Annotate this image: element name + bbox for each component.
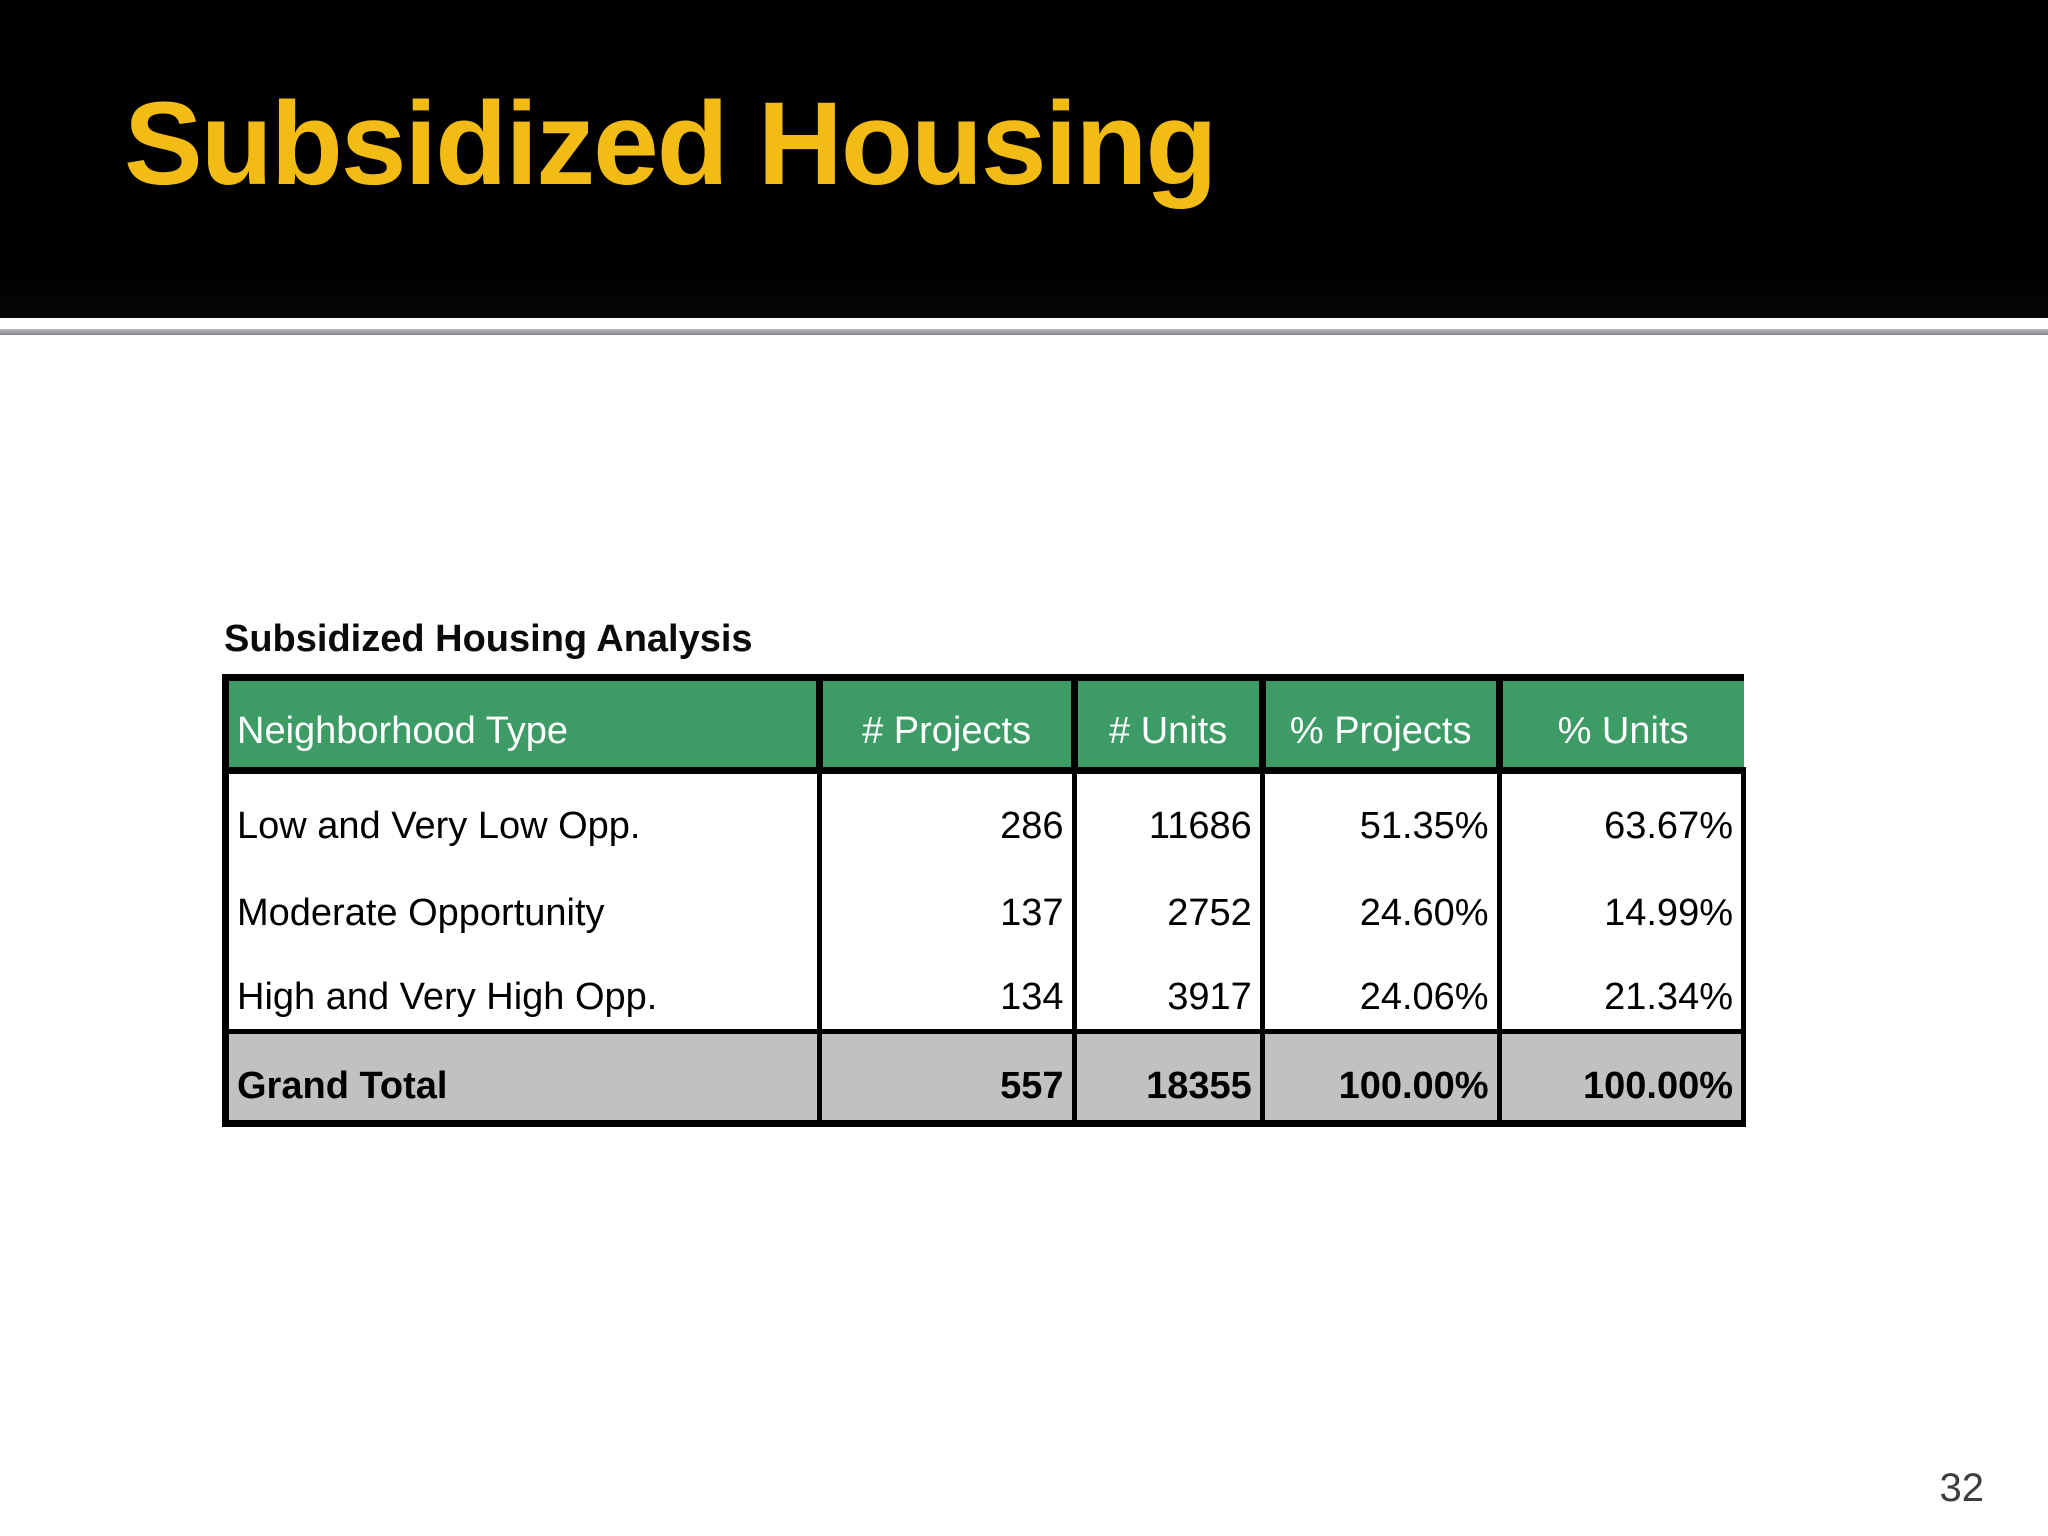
slide-title: Subsidized Housing	[124, 78, 1218, 210]
cell-num-units: 3917	[1071, 944, 1265, 1032]
cell-pct-units: 63.67%	[1496, 770, 1747, 858]
cell-num-projects: 286	[816, 770, 1077, 858]
cell-total-num-projects: 557	[816, 1029, 1077, 1127]
slide-title-banner: Subsidized Housing	[0, 0, 2048, 318]
cell-num-projects: 137	[816, 857, 1077, 945]
header-row: Neighborhood Type # Projects # Units % P…	[222, 674, 1744, 774]
col-header-pct-projects: % Projects	[1258, 674, 1503, 774]
cell-pct-units: 14.99%	[1496, 857, 1747, 945]
col-header-num-projects: # Projects	[815, 674, 1078, 774]
cell-total-pct-units: 100.00%	[1496, 1029, 1747, 1127]
subsidized-housing-table: Neighborhood Type # Projects # Units % P…	[222, 674, 1747, 1127]
banner-divider-line	[0, 329, 2048, 335]
grand-total-row: Grand Total 557 18355 100.00% 100.00%	[222, 1029, 1747, 1127]
table-row: Moderate Opportunity 137 2752 24.60% 14.…	[222, 857, 1747, 945]
cell-neighborhood-type: Moderate Opportunity	[222, 857, 822, 945]
cell-pct-units: 21.34%	[1496, 944, 1747, 1032]
cell-num-units: 11686	[1071, 770, 1265, 858]
cell-total-pct-projects: 100.00%	[1259, 1029, 1502, 1127]
cell-num-projects: 134	[816, 944, 1077, 1032]
col-header-num-units: # Units	[1070, 674, 1266, 774]
table-section: Subsidized Housing Analysis Neighborhood…	[222, 616, 1747, 1127]
cell-pct-projects: 24.06%	[1259, 944, 1502, 1032]
col-header-pct-units: % Units	[1495, 674, 1744, 774]
cell-neighborhood-type: High and Very High Opp.	[222, 944, 822, 1032]
col-header-neighborhood-type: Neighborhood Type	[222, 674, 823, 774]
table-row: Low and Very Low Opp. 286 11686 51.35% 6…	[222, 770, 1747, 858]
page-number: 32	[1939, 1466, 1985, 1510]
cell-grand-total-label: Grand Total	[222, 1029, 822, 1127]
cell-total-num-units: 18355	[1071, 1029, 1265, 1127]
table-title: Subsidized Housing Analysis	[224, 618, 753, 660]
cell-num-units: 2752	[1071, 857, 1265, 945]
cell-neighborhood-type: Low and Very Low Opp.	[222, 770, 822, 858]
cell-pct-projects: 51.35%	[1259, 770, 1502, 858]
cell-pct-projects: 24.60%	[1259, 857, 1502, 945]
table-row: High and Very High Opp. 134 3917 24.06% …	[222, 944, 1747, 1032]
